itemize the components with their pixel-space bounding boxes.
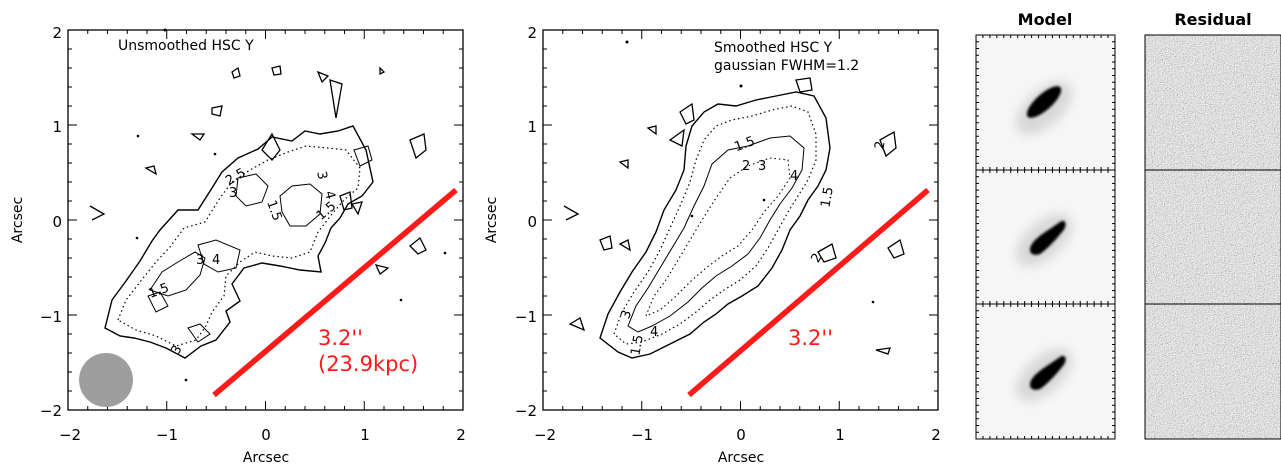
residual-title: Residual [1174,10,1251,29]
contour-label: 4 [650,325,658,340]
panel-title: Unsmoothed HSC Y [118,38,254,54]
contour-label: 2 [742,159,750,174]
contour-inner [197,239,241,273]
contour-label: 1.5 [263,198,284,223]
contour-outer [599,91,831,359]
scale-bar [212,187,458,398]
y-tick-label: 0 [52,213,62,231]
y-tick-label: 0 [527,213,537,231]
contour-inner [235,173,269,207]
model-column: Model [975,10,1116,440]
scale-bar-label: 3.2'' [318,326,363,350]
x-axis-label: Arcsec [243,450,289,466]
contour-label: 3 [313,170,329,181]
y-tick-label: 1 [52,118,62,136]
contour-label: 3 [196,253,204,268]
y-tick-label: −1 [515,308,537,326]
x-tick-label: −2 [534,426,556,444]
contour-label: 1.5 [818,186,836,209]
x-tick-label: 2 [456,426,466,444]
y-tick-label: 2 [52,24,62,42]
scale-bar-label: 3.2'' [788,326,833,350]
contour-label: 2 [872,140,888,151]
x-tick-label: −2 [59,426,81,444]
panel-subtitle: gaussian FWHM=1.2 [714,58,859,74]
model-galaxy [1026,86,1062,118]
contour-label: 2.5 [223,166,248,189]
contour-label: 3 [758,159,766,174]
contour-label: 1.5 [628,334,646,357]
contour-islands [89,65,427,276]
x-tick-label: 0 [261,426,271,444]
tick-marks [976,35,1115,439]
contour-label: 3 [168,343,185,358]
tick-marks [67,29,464,411]
y-tick-label: 2 [527,24,537,42]
y-tick-label: 1 [527,118,537,136]
model-galaxy [1030,220,1066,255]
contour-dots [625,40,875,304]
contour-dots [135,28,447,382]
x-tick-label: 0 [736,426,746,444]
panel-middle: −2 −1 0 1 2 −2 −1 0 1 2 Arcsec Arcsec Sm… [484,24,941,466]
contour-inner [353,145,373,167]
y-tick-label: −1 [40,308,62,326]
tick-marks [542,29,939,411]
contour-islands [563,77,905,355]
x-tick-label: −1 [631,426,653,444]
model-galaxy [1030,355,1066,390]
residual-noise [1145,304,1281,439]
contour-inner [187,323,211,343]
panel-left: −2 −1 0 1 2 −2 −1 0 1 2 Arcsec Arcsec Un… [10,24,466,466]
contour-dotted [613,105,817,345]
contour-inner [149,251,206,297]
model-title: Model [1018,10,1073,29]
beam-circle [79,353,133,407]
contour-label: 4 [321,189,338,201]
residual-noise [1145,35,1281,170]
scale-bar-label-kpc: (23.9kpc) [318,352,418,376]
contour-label: 4 [212,253,220,268]
contour-inner [279,183,323,227]
residual-frames [1144,34,1281,440]
contour-label: 3 [229,186,237,201]
x-tick-label: −1 [156,426,178,444]
panel-title: Smoothed HSC Y [714,40,833,56]
contour-label: 3 [618,308,635,321]
scale-bar [687,187,930,398]
x-tick-label: 2 [931,426,941,444]
y-axis-label: Arcsec [484,197,500,243]
x-tick-label: 1 [835,426,845,444]
contour-inner [147,291,169,313]
y-axis-label: Arcsec [10,197,26,243]
contour-dotted-inner [644,157,791,318]
x-axis-label: Arcsec [718,450,764,466]
contour-label: 1.5 [732,134,757,155]
contour-inner [627,135,805,333]
contour-label: 1.5 [314,199,339,224]
contour-label: 1.5 [147,281,172,302]
contour-outer [104,125,374,359]
contour-label: 2 [808,251,825,266]
residual-noise [1145,170,1281,304]
y-tick-label: −2 [40,402,62,420]
contour-label: 4 [790,169,798,184]
x-tick-label: 1 [360,426,370,444]
y-tick-label: −2 [515,402,537,420]
residual-column: Residual [1144,10,1281,440]
